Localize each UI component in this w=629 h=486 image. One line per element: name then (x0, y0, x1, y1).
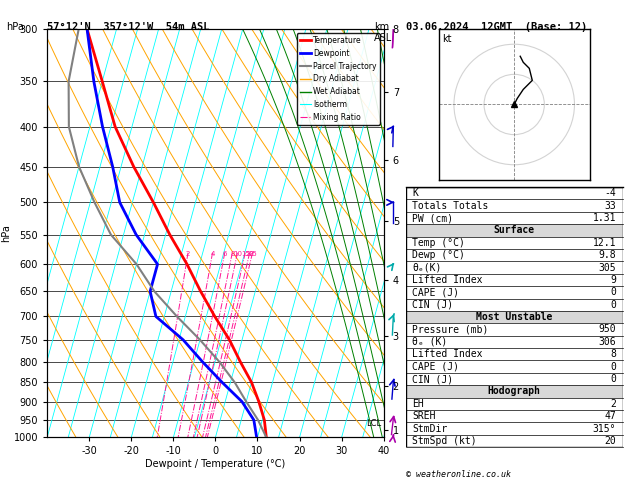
Text: 0: 0 (610, 287, 616, 297)
Text: 306: 306 (599, 337, 616, 347)
Text: Hodograph: Hodograph (487, 386, 541, 397)
Text: 9: 9 (610, 275, 616, 285)
Text: 2: 2 (610, 399, 616, 409)
Text: km
ASL: km ASL (374, 22, 392, 43)
Text: PW (cm): PW (cm) (412, 213, 454, 223)
Text: 10: 10 (233, 251, 242, 257)
Text: Temp (°C): Temp (°C) (412, 238, 465, 248)
FancyBboxPatch shape (406, 311, 623, 323)
Text: 4: 4 (210, 251, 214, 257)
Text: 20: 20 (604, 436, 616, 446)
Text: Surface: Surface (494, 226, 535, 235)
Text: 12.1: 12.1 (593, 238, 616, 248)
Text: © weatheronline.co.uk: © weatheronline.co.uk (406, 469, 511, 479)
Text: Dewp (°C): Dewp (°C) (412, 250, 465, 260)
Text: 15: 15 (241, 251, 250, 257)
Text: 0: 0 (610, 300, 616, 310)
Text: Lifted Index: Lifted Index (412, 349, 482, 359)
Text: θₑ (K): θₑ (K) (412, 337, 447, 347)
Text: hPa: hPa (6, 22, 24, 32)
Text: Pressure (mb): Pressure (mb) (412, 325, 489, 334)
Text: Most Unstable: Most Unstable (476, 312, 552, 322)
Text: 25: 25 (248, 251, 257, 257)
Text: CIN (J): CIN (J) (412, 300, 454, 310)
FancyBboxPatch shape (406, 385, 623, 398)
Text: kt: kt (442, 34, 452, 44)
Text: EH: EH (412, 399, 424, 409)
Text: 33: 33 (604, 201, 616, 211)
FancyBboxPatch shape (406, 224, 623, 237)
Text: CAPE (J): CAPE (J) (412, 362, 459, 372)
Text: 9.8: 9.8 (599, 250, 616, 260)
Text: 8: 8 (610, 349, 616, 359)
Y-axis label: hPa: hPa (1, 225, 11, 242)
Text: Lifted Index: Lifted Index (412, 275, 482, 285)
Text: 03.06.2024  12GMT  (Base: 12): 03.06.2024 12GMT (Base: 12) (406, 22, 587, 32)
Text: 305: 305 (599, 262, 616, 273)
Text: 0: 0 (610, 362, 616, 372)
Text: StmDir: StmDir (412, 423, 447, 434)
X-axis label: Dewpoint / Temperature (°C): Dewpoint / Temperature (°C) (145, 459, 286, 469)
Text: CAPE (J): CAPE (J) (412, 287, 459, 297)
Legend: Temperature, Dewpoint, Parcel Trajectory, Dry Adiabat, Wet Adiabat, Isotherm, Mi: Temperature, Dewpoint, Parcel Trajectory… (296, 33, 380, 125)
Text: 20: 20 (245, 251, 254, 257)
Text: 8: 8 (230, 251, 235, 257)
Text: 6: 6 (223, 251, 227, 257)
Text: Totals Totals: Totals Totals (412, 201, 489, 211)
Text: 950: 950 (599, 325, 616, 334)
Text: 1.31: 1.31 (593, 213, 616, 223)
Text: K: K (412, 188, 418, 198)
Text: StmSpd (kt): StmSpd (kt) (412, 436, 477, 446)
Text: CIN (J): CIN (J) (412, 374, 454, 384)
Text: 0: 0 (610, 374, 616, 384)
Text: 57°12'N  357°12'W  54m ASL: 57°12'N 357°12'W 54m ASL (47, 22, 209, 32)
Text: θₑ(K): θₑ(K) (412, 262, 442, 273)
Text: LCL: LCL (367, 419, 382, 428)
Text: 47: 47 (604, 411, 616, 421)
Text: 315°: 315° (593, 423, 616, 434)
Text: 2: 2 (186, 251, 190, 257)
Text: -4: -4 (604, 188, 616, 198)
Text: SREH: SREH (412, 411, 436, 421)
